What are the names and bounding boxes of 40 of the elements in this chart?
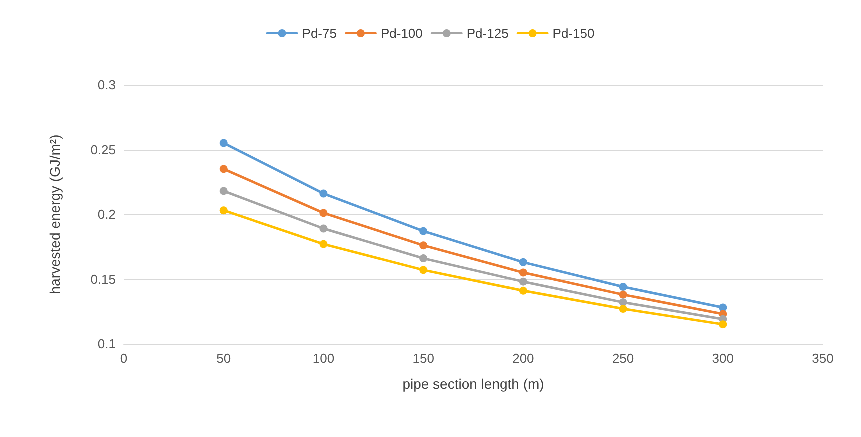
legend-label: Pd-75 [302, 26, 337, 41]
point [519, 258, 528, 266]
point [619, 290, 628, 299]
point [220, 187, 228, 196]
point [420, 266, 428, 274]
point [719, 304, 728, 312]
y-tick-label: 0.25 [90, 142, 116, 158]
point [320, 240, 328, 248]
legend-label: Pd-100 [380, 26, 423, 41]
y-tick-label: 0.2 [98, 207, 116, 222]
point [320, 224, 328, 233]
x-tick-label: 300 [712, 351, 734, 366]
x-tick-label: 0 [120, 351, 128, 366]
x-tick-label: 350 [812, 351, 834, 366]
y-tick-label: 0.1 [98, 336, 116, 352]
x-tick-label: 50 [216, 351, 232, 366]
x-tick-label: 150 [412, 351, 434, 366]
point [220, 139, 228, 148]
point [719, 320, 728, 329]
x-tick-label: 250 [612, 351, 634, 366]
point [519, 268, 528, 277]
legend-label: Pd-125 [466, 26, 509, 41]
x-axis-title: pipe section length (m) [402, 376, 544, 392]
point [420, 242, 428, 250]
x-tick-label: 100 [312, 351, 335, 366]
point [320, 209, 328, 218]
y-axis-title: harvested energy (GJ/m²) [47, 134, 63, 294]
point [420, 227, 428, 236]
point [420, 254, 428, 263]
point [320, 190, 328, 198]
point [519, 278, 528, 286]
point [220, 165, 228, 174]
point [619, 283, 628, 292]
point [619, 305, 628, 314]
point [519, 286, 528, 295]
legend-label: Pd-150 [552, 26, 595, 41]
point [220, 206, 228, 215]
x-tick-label: 200 [512, 351, 534, 366]
y-tick-label: 0.15 [90, 272, 116, 287]
y-tick-label: 0.3 [98, 78, 116, 92]
